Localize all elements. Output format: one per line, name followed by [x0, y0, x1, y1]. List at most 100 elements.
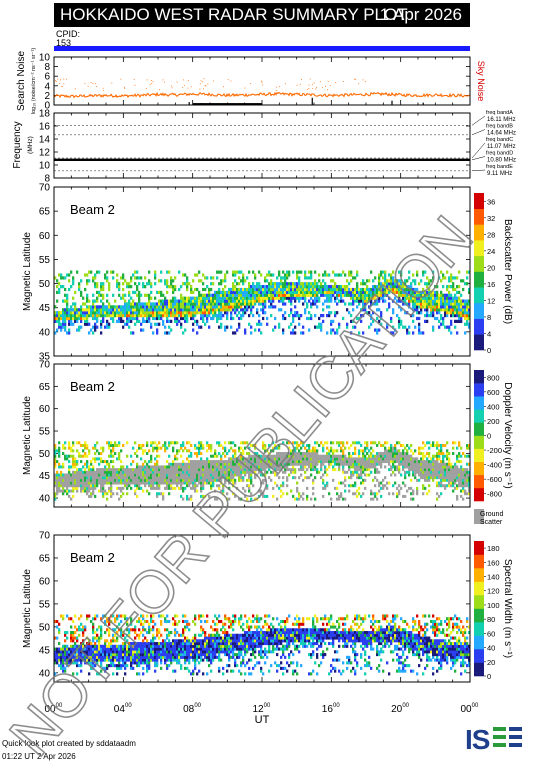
power-cell: [444, 276, 447, 280]
vel-cell: [376, 497, 379, 501]
power-cell: [88, 299, 91, 303]
vel-cell: [248, 457, 251, 461]
vel-cell: [190, 443, 193, 447]
power-cell: [350, 293, 353, 297]
vel-cell: [182, 462, 185, 466]
vel-cell: [274, 473, 277, 477]
vel-cell: [164, 473, 167, 477]
power-cell: [246, 296, 249, 300]
power-cell: [170, 311, 173, 315]
vel-cell: [218, 478, 221, 482]
vel-cell: [192, 462, 195, 466]
vel-cell: [164, 478, 167, 482]
power-cell: [452, 308, 455, 312]
vel-cell: [450, 473, 453, 477]
power-cell: [408, 299, 411, 303]
vel-cell: [414, 470, 417, 474]
power-cell: [128, 325, 131, 329]
vel-cell: [310, 462, 313, 466]
vel-cell: [364, 473, 367, 477]
vel-cell: [58, 449, 61, 453]
power-cell: [392, 308, 395, 312]
power-cell: [196, 305, 199, 309]
vel-cell: [252, 443, 255, 447]
vel-cell: [342, 497, 345, 501]
power-cell: [100, 311, 103, 315]
power-cell: [312, 290, 315, 295]
vel-cell: [196, 478, 199, 482]
vel-cell: [458, 452, 461, 456]
power-cell: [116, 311, 119, 315]
vel-cell: [222, 489, 225, 493]
vel-cell: [378, 457, 381, 461]
power-cell: [432, 299, 435, 303]
power-cell: [100, 282, 103, 286]
power-cell: [308, 311, 311, 315]
power-cell: [354, 293, 357, 297]
power-cell: [284, 293, 287, 297]
vel-cell: [136, 470, 139, 474]
vel-cell: [244, 462, 247, 466]
vel-cell: [450, 470, 453, 474]
vel-cell: [218, 441, 221, 445]
vel-cell: [54, 462, 57, 466]
power-cell: [64, 293, 67, 297]
power-cell: [338, 285, 341, 289]
vel-cell: [102, 449, 105, 453]
vel-cell: [326, 452, 329, 456]
power-cell: [308, 270, 311, 274]
power-cell: [208, 325, 211, 329]
power-cell: [324, 299, 327, 303]
power-cell: [360, 290, 363, 295]
vel-cell: [198, 473, 201, 477]
vel-cell: [168, 473, 171, 477]
vel-cell: [448, 452, 451, 456]
power-cell: [280, 279, 283, 283]
vel-cell: [210, 470, 213, 474]
power-cell: [186, 285, 189, 289]
power-cell: [410, 299, 413, 303]
power-cell: [134, 311, 137, 315]
power-cell: [308, 299, 311, 303]
vel-cell: [458, 478, 461, 482]
power-cell: [258, 319, 261, 323]
power-cell: [296, 290, 299, 295]
vel-cell: [246, 468, 249, 472]
power-cell: [442, 316, 445, 321]
sky-noise-point: [342, 80, 344, 82]
power-cell: [274, 285, 277, 289]
power-cell: [412, 287, 415, 292]
power-cell: [432, 290, 435, 295]
power-cell: [242, 273, 245, 277]
vel-cell: [322, 449, 325, 453]
noise-ytick-label: 4: [44, 81, 50, 92]
power-cell: [120, 308, 123, 312]
vel-cell: [76, 468, 79, 472]
vel-cell: [184, 462, 187, 466]
power-cell: [460, 279, 463, 283]
vel-cell: [306, 497, 309, 501]
vel-cell: [456, 478, 459, 482]
power-cell: [152, 308, 155, 312]
power-cell: [448, 311, 451, 315]
power-cell: [416, 299, 419, 303]
power-cell: [262, 287, 265, 292]
vel-cell: [372, 478, 375, 482]
vel-cell: [332, 452, 335, 456]
power-cell: [166, 290, 169, 295]
power-cell: [82, 296, 85, 300]
vel-cell: [408, 473, 411, 477]
vel-cell: [220, 457, 223, 461]
vel-cell: [230, 457, 233, 461]
power-cell: [276, 276, 279, 280]
vel-cell: [142, 468, 145, 472]
vel-cell: [440, 465, 443, 469]
vel-ytick-label: 65: [39, 382, 51, 393]
power-cell: [220, 279, 223, 283]
vel-cell: [456, 494, 459, 498]
power-cell: [328, 311, 331, 315]
power-cell: [102, 316, 105, 321]
power-cell: [78, 282, 81, 286]
power-cell: [134, 316, 137, 321]
power-cell: [268, 285, 271, 289]
